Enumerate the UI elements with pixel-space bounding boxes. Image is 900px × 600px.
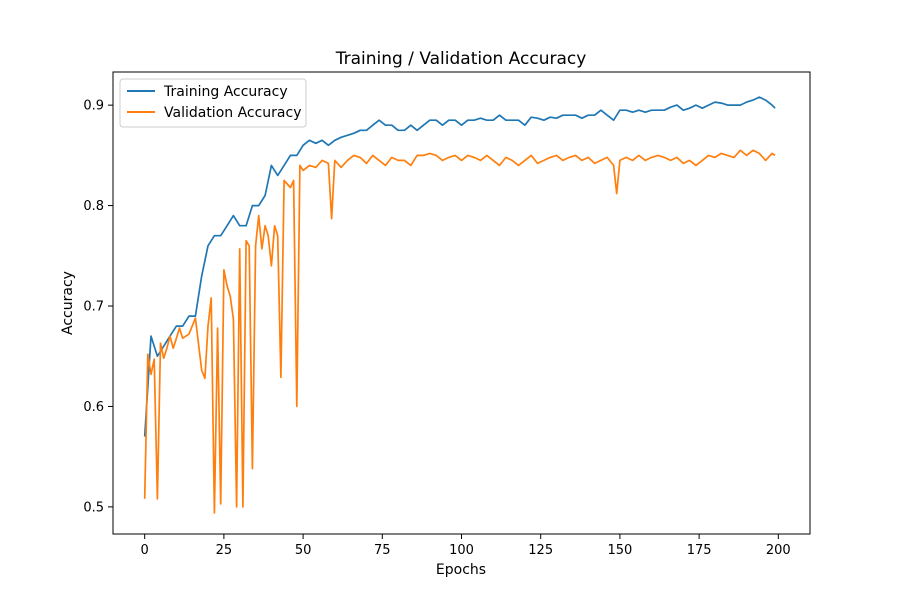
x-tick-label: 50 — [295, 543, 312, 558]
x-tick-label: 175 — [687, 543, 712, 558]
x-tick-label: 25 — [216, 543, 233, 558]
legend: Training Accuracy Validation Accuracy — [119, 78, 307, 128]
validation-accuracy-line — [143, 149, 776, 514]
y-tick-label: 0.6 — [83, 400, 104, 415]
y-tick-label: 0.7 — [83, 300, 104, 315]
y-axis-label: Accuracy — [60, 271, 76, 335]
legend-box — [119, 78, 307, 128]
y-tick-label: 0.5 — [83, 500, 104, 515]
x-tick-label: 125 — [528, 543, 553, 558]
legend-label-training: Training Accuracy — [163, 84, 288, 100]
y-axis: 0.5 0.6 0.7 0.8 0.9 — [83, 99, 113, 515]
x-tick-label: 150 — [607, 543, 632, 558]
x-tick-label: 0 — [141, 543, 149, 558]
x-tick-label: 100 — [449, 543, 474, 558]
x-axis: 0 25 50 75 100 125 150 175 200 — [141, 534, 791, 558]
training-accuracy-line — [143, 96, 776, 437]
y-tick-label: 0.8 — [83, 199, 104, 214]
legend-label-validation: Validation Accuracy — [164, 105, 302, 121]
x-axis-label: Epochs — [436, 562, 486, 578]
x-tick-label: 75 — [374, 543, 391, 558]
y-tick-label: 0.9 — [83, 99, 104, 114]
chart-title: Training / Validation Accuracy — [335, 49, 587, 69]
plot-area — [143, 96, 776, 514]
x-tick-label: 200 — [766, 543, 791, 558]
